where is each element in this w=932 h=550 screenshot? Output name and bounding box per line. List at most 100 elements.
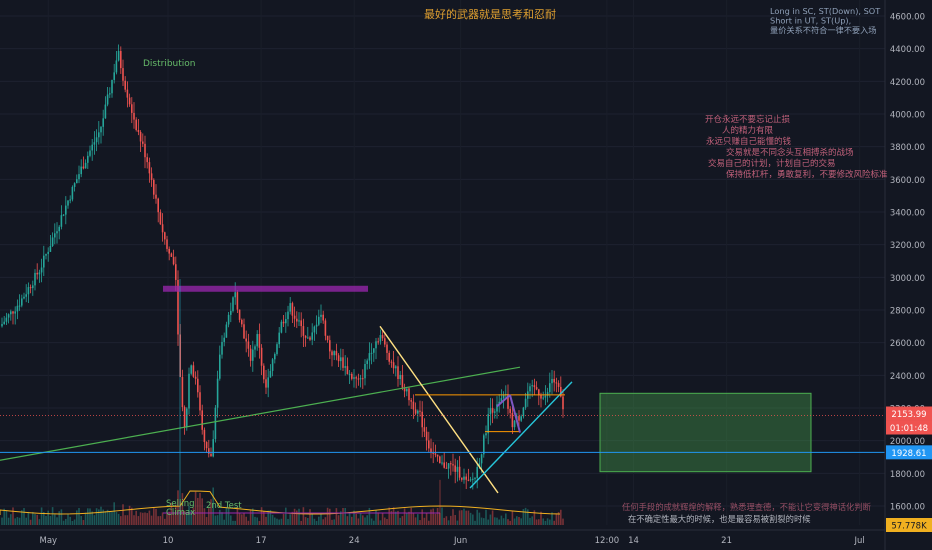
candle-body: [555, 382, 558, 384]
time-tick-label: 12:00: [595, 536, 620, 546]
volume-bar: [172, 512, 175, 525]
candle-body: [164, 232, 166, 240]
volume-bar: [359, 513, 362, 525]
candle-body: [29, 287, 32, 289]
time-tick-label: 10: [163, 536, 174, 546]
volume-bar: [192, 507, 195, 525]
candle-body: [452, 464, 454, 466]
volume-bar: [280, 518, 283, 525]
volume-bar: [126, 515, 129, 525]
volume-bar: [142, 512, 144, 525]
candle-body: [199, 392, 201, 411]
volume-bar: [1, 517, 3, 525]
price-axis[interactable]: 1600.001800.002000.002200.002400.002600.…: [884, 0, 932, 550]
rising-trendline: [0, 366, 521, 461]
candle-body: [82, 166, 85, 169]
volume-bar: [353, 510, 355, 525]
volume-bar: [309, 509, 311, 525]
volume-bar: [183, 510, 186, 525]
candle-body: [80, 166, 82, 175]
candle-body: [282, 321, 285, 324]
volume-bar: [555, 513, 558, 525]
volume-bar: [16, 517, 19, 525]
volume-bar: [388, 507, 390, 525]
price-tick-label: 4200.00: [890, 78, 925, 88]
volume-bar: [511, 511, 514, 525]
candle-body: [58, 226, 60, 232]
candle-body: [399, 374, 401, 379]
volume-bar: [296, 510, 298, 525]
volume-bar: [102, 509, 104, 525]
candle-body: [390, 361, 393, 363]
candle-body: [214, 407, 217, 440]
candle-body: [509, 408, 511, 413]
volume-bar: [69, 516, 71, 525]
candle-body: [104, 104, 107, 119]
volume-bar: [500, 515, 503, 525]
candle-body: [364, 363, 366, 379]
candle-body: [375, 341, 377, 349]
volume-bar: [337, 515, 340, 525]
volume-bar: [56, 517, 58, 525]
candle-body: [428, 440, 430, 449]
volume-bar: [461, 510, 463, 525]
candle-body: [311, 332, 313, 340]
candle-body: [546, 392, 549, 396]
candle-body: [340, 357, 342, 362]
price-tick-label: 1800.00: [890, 470, 925, 480]
volume-bar: [5, 510, 8, 525]
candle-body: [205, 442, 208, 449]
volume-bar: [505, 513, 507, 525]
volume-bar: [205, 517, 208, 525]
volume-bar: [219, 509, 221, 525]
candle-body: [329, 340, 331, 352]
top-right-note: Long in SC, ST(Down), SOT: [770, 6, 881, 16]
volume-bar: [175, 504, 177, 525]
volume-bar: [133, 515, 135, 525]
candle-body: [443, 462, 445, 468]
volume-bar: [348, 513, 351, 525]
candle-body: [49, 245, 52, 252]
candle-body: [236, 292, 239, 310]
price-tick-label: 2800.00: [890, 307, 925, 317]
candle-body: [540, 395, 542, 399]
volume-bar: [335, 508, 338, 525]
last-price-label: 2153.99: [891, 410, 926, 420]
price-tick-label: 3400.00: [890, 209, 925, 219]
volume-bar: [401, 516, 404, 525]
volume-bar: [452, 509, 454, 525]
volume-bar: [100, 506, 102, 525]
volume-bar: [232, 520, 234, 525]
volume-bar: [487, 519, 489, 525]
price-tick-label: 3800.00: [890, 143, 925, 153]
candle-body: [553, 378, 555, 383]
candle-body: [496, 404, 498, 412]
candle-body: [388, 352, 390, 362]
volume-bar: [122, 504, 124, 525]
volume-bar: [522, 509, 525, 525]
volume-bar: [258, 520, 261, 525]
candle-body: [474, 477, 476, 479]
volume-bar: [117, 513, 120, 525]
volume-bar: [271, 514, 274, 525]
volume-bar: [535, 519, 538, 525]
level-price-label: 1928.61: [891, 449, 926, 459]
candle-body: [267, 377, 269, 388]
volume-bar: [423, 517, 426, 525]
volume-bar: [509, 520, 511, 525]
candle-body: [124, 80, 126, 90]
volume-bar: [274, 517, 276, 525]
candle-body: [120, 51, 122, 69]
volume-bar: [370, 518, 373, 525]
time-tick-label: 21: [721, 536, 732, 546]
volume-bar: [3, 508, 5, 525]
volume-bar: [71, 520, 74, 525]
volume-bar: [412, 512, 415, 525]
candle-body: [93, 142, 96, 145]
volume-bar: [366, 515, 368, 525]
volume-bar: [351, 516, 353, 525]
candle-body: [320, 314, 322, 317]
volume-bar: [436, 508, 439, 525]
